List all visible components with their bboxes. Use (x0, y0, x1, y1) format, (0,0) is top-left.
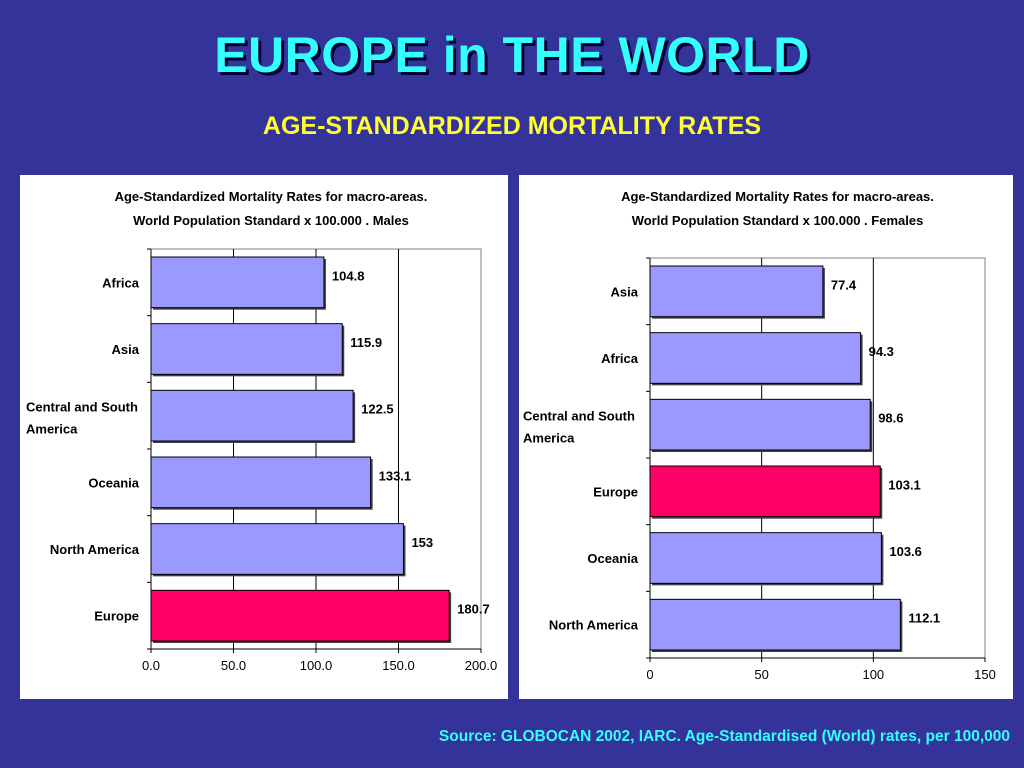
females-mortality-chart: Age-Standardized Mortality Rates for mac… (523, 189, 996, 682)
males-chart-panel: Age-Standardized Mortality Rates for mac… (20, 175, 508, 699)
bar-europe (649, 465, 881, 518)
chart-title: Age-Standardized Mortality Rates for mac… (621, 189, 934, 204)
category-label: America (523, 431, 575, 446)
category-label: Central and South (523, 409, 635, 424)
category-label: Africa (601, 351, 639, 366)
chart-subtitle: World Population Standard x 100.000 . Fe… (632, 213, 924, 228)
x-tick-label: 100 (862, 667, 884, 682)
bar-central-and-south-america (150, 389, 354, 442)
x-tick-label: 0.0 (142, 658, 160, 673)
category-label: America (26, 422, 78, 437)
bar-africa (150, 256, 325, 309)
category-label: Central and South (26, 400, 138, 415)
bar-oceania (649, 532, 882, 584)
bar-value-label: 103.1 (888, 477, 921, 492)
bar-europe (150, 589, 450, 642)
source-note: Source: GLOBOCAN 2002, IARC. Age-Standar… (438, 728, 1010, 745)
bar-value-label: 133.1 (379, 468, 412, 483)
category-label: Asia (611, 284, 639, 299)
bar-value-label: 98.6 (878, 411, 903, 426)
category-label: North America (50, 542, 140, 557)
bar-asia (150, 323, 343, 375)
bar-value-label: 77.4 (831, 277, 857, 292)
chart-title: Age-Standardized Mortality Rates for mac… (115, 189, 428, 204)
bar-value-label: 122.5 (361, 402, 394, 417)
x-tick-label: 50.0 (221, 658, 246, 673)
bar-africa (649, 332, 862, 384)
bar-value-label: 180.7 (457, 602, 490, 617)
bar-asia (649, 265, 824, 318)
chart-subtitle: World Population Standard x 100.000 . Ma… (133, 213, 409, 228)
category-label: Oceania (587, 551, 638, 566)
bar-value-label: 103.6 (889, 544, 922, 559)
x-tick-label: 0 (646, 667, 653, 682)
slide-subtitle: AGE-STANDARDIZED MORTALITY RATES (262, 112, 762, 140)
category-label: Africa (102, 275, 140, 290)
males-mortality-chart: Age-Standardized Mortality Rates for mac… (26, 189, 498, 673)
bar-value-label: 94.3 (869, 344, 894, 359)
category-label: Europe (593, 484, 638, 499)
category-label: Europe (94, 609, 139, 624)
bar-value-label: 153 (411, 535, 433, 550)
bar-north-america (649, 598, 901, 651)
category-label: North America (549, 618, 639, 633)
category-label: Oceania (88, 475, 139, 490)
x-tick-label: 50 (754, 667, 768, 682)
bar-value-label: 112.1 (908, 611, 940, 626)
bar-value-label: 104.8 (332, 268, 365, 283)
x-tick-label: 150 (974, 667, 996, 682)
slide-title: EUROPE in THE WORLD (214, 27, 810, 83)
x-tick-label: 150.0 (382, 658, 415, 673)
females-mortality-chart-panel: Age-Standardized Mortality Rates for mac… (519, 175, 1013, 699)
x-tick-label: 100.0 (300, 658, 333, 673)
bar-oceania (150, 456, 372, 509)
category-label: Asia (112, 342, 140, 357)
x-tick-label: 200.0 (465, 658, 498, 673)
bar-value-label: 115.9 (350, 335, 382, 350)
bar-central-and-south-america (649, 398, 871, 451)
bar-north-america (150, 523, 404, 575)
